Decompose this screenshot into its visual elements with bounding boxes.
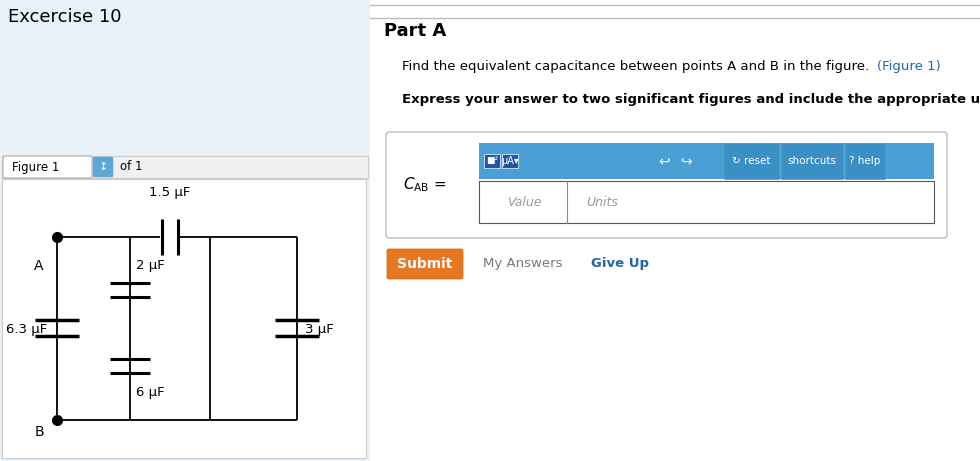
Text: 3 μF: 3 μF (305, 324, 334, 337)
Text: ↩: ↩ (659, 154, 669, 168)
Text: 1.5 μF: 1.5 μF (149, 186, 191, 199)
Text: B: B (34, 425, 44, 439)
Text: 2 μF: 2 μF (136, 259, 165, 272)
Text: Units: Units (586, 195, 618, 208)
FancyBboxPatch shape (386, 132, 947, 238)
Bar (502, 154, 518, 168)
Text: of 1: of 1 (120, 160, 142, 173)
Bar (484, 154, 500, 168)
Text: ↕: ↕ (98, 162, 108, 172)
Text: ↻ reset: ↻ reset (732, 156, 770, 166)
Text: Submit: Submit (397, 257, 453, 271)
Text: ■²: ■² (486, 156, 498, 165)
Text: ↪: ↪ (680, 154, 692, 168)
Bar (781, 143, 843, 179)
Text: 6.3 μF: 6.3 μF (6, 324, 47, 337)
Text: Part A: Part A (384, 22, 446, 40)
FancyBboxPatch shape (387, 249, 463, 279)
Bar (2, 179, 366, 458)
Text: μA▾: μA▾ (501, 156, 518, 166)
Bar (845, 143, 885, 179)
Text: ? help: ? help (850, 156, 881, 166)
Text: shortcuts: shortcuts (788, 156, 837, 166)
Bar (370, 0, 980, 461)
Bar (724, 143, 779, 179)
Text: (Figure 1): (Figure 1) (877, 60, 941, 73)
Text: Find the equivalent capacitance between points A and B in the figure.: Find the equivalent capacitance between … (402, 60, 873, 73)
Text: Figure 1: Figure 1 (12, 160, 60, 173)
Bar (2, 156, 368, 178)
Bar (0, 0, 370, 461)
Bar (479, 143, 934, 179)
Text: Express your answer to two significant figures and include the appropriate units: Express your answer to two significant f… (402, 93, 980, 106)
Text: Value: Value (507, 195, 541, 208)
Bar (479, 181, 934, 223)
Text: A: A (34, 259, 44, 273)
Text: 6 μF: 6 μF (136, 386, 165, 399)
Text: My Answers: My Answers (483, 258, 563, 271)
FancyBboxPatch shape (93, 157, 113, 177)
Text: Give Up: Give Up (591, 258, 649, 271)
Text: Excercise 10: Excercise 10 (8, 8, 122, 26)
Text: $C_\mathrm{AB}$ =: $C_\mathrm{AB}$ = (403, 176, 447, 195)
FancyBboxPatch shape (3, 156, 92, 178)
